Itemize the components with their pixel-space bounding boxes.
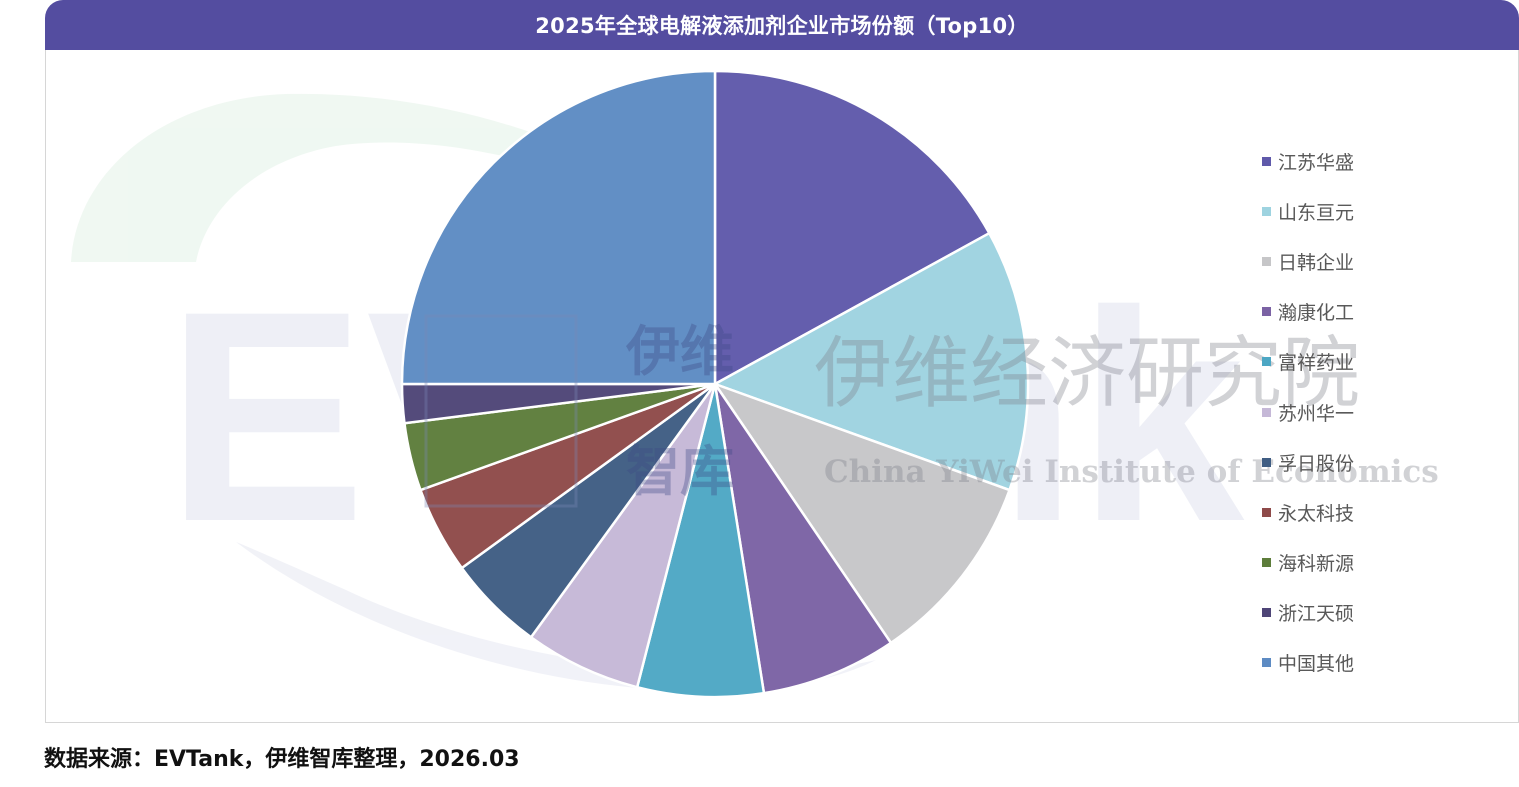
legend-swatch [1262, 156, 1271, 166]
legend-swatch [1262, 507, 1271, 517]
legend-swatch [1262, 608, 1271, 618]
watermark-brand-text: 伊维 [625, 320, 734, 383]
legend-item: 浙江天硕 [1262, 588, 1354, 638]
pie-slices [400, 69, 1030, 699]
legend-label: 江苏华盛 [1278, 151, 1355, 174]
pie-slice-6 [529, 383, 717, 689]
legend-label: 孚日股份 [1278, 452, 1355, 475]
legend-swatch [1262, 357, 1271, 367]
chart-header: 2025年全球电解液添加剂企业市场份额（Top10） [45, 0, 1519, 50]
legend-label: 苏州华一 [1278, 402, 1355, 425]
legend-label: 山东亘元 [1278, 201, 1355, 224]
legend-swatch [1262, 307, 1271, 317]
legend-item: 江苏华盛 [1262, 136, 1354, 186]
legend-item: 海科新源 [1262, 538, 1354, 588]
legend-label: 日韩企业 [1278, 251, 1355, 274]
chart-legend: 江苏华盛山东亘元日韩企业瀚康化工富祥药业苏州华一孚日股份永太科技海科新源浙江天硕… [1262, 136, 1354, 688]
legend-label: 富祥药业 [1278, 352, 1355, 375]
legend-swatch [1262, 256, 1271, 266]
chart-frame: EVTank 伊维 智库 伊维经济研究院 China YiWei Institu… [45, 50, 1519, 723]
legend-swatch [1262, 206, 1271, 216]
watermark-foreground: 伊维 智库 伊维经济研究院 China YiWei Institute of E… [424, 314, 1439, 508]
legend-swatch [1262, 407, 1271, 417]
data-source-note: 数据来源：EVTank，伊维智库整理，2026.03 [44, 747, 520, 772]
legend-item: 孚日股份 [1262, 437, 1354, 487]
legend-item: 永太科技 [1262, 487, 1354, 537]
legend-label: 浙江天硕 [1278, 603, 1355, 626]
watermark-logo-frame [424, 314, 578, 508]
pie-slice-5 [635, 383, 766, 699]
legend-swatch [1262, 558, 1271, 568]
legend-label: 海科新源 [1278, 553, 1355, 576]
pie-slice-1 [713, 69, 991, 387]
pie-slice-11 [400, 69, 717, 386]
pie-slice-4 [713, 383, 893, 695]
watermark-swoosh-top [71, 93, 726, 262]
legend-item: 山东亘元 [1262, 186, 1354, 236]
watermark-brand-text-2: 智库 [626, 440, 734, 503]
pie-slice-3 [711, 381, 1012, 645]
chart-title: 2025年全球电解液添加剂企业市场份额（Top10） [535, 14, 1029, 38]
watermark-institute-cn: 伊维经济研究院 [814, 329, 1360, 419]
legend-label: 中国其他 [1278, 653, 1355, 676]
legend-swatch [1262, 457, 1271, 467]
legend-item: 瀚康化工 [1262, 287, 1354, 337]
legend-label: 永太科技 [1278, 502, 1355, 525]
legend-item: 中国其他 [1262, 638, 1354, 688]
pie-chart: EVTank 伊维 智库 伊维经济研究院 China YiWei Institu… [71, 69, 1439, 699]
legend-item: 富祥药业 [1262, 337, 1354, 387]
legend-label: 瀚康化工 [1278, 302, 1355, 325]
pie-slice-2 [711, 231, 1030, 492]
watermark-institute-en: China YiWei Institute of Economics [824, 454, 1439, 490]
legend-item: 日韩企业 [1262, 236, 1354, 286]
legend-item: 苏州华一 [1262, 387, 1354, 437]
legend-swatch [1262, 658, 1271, 668]
